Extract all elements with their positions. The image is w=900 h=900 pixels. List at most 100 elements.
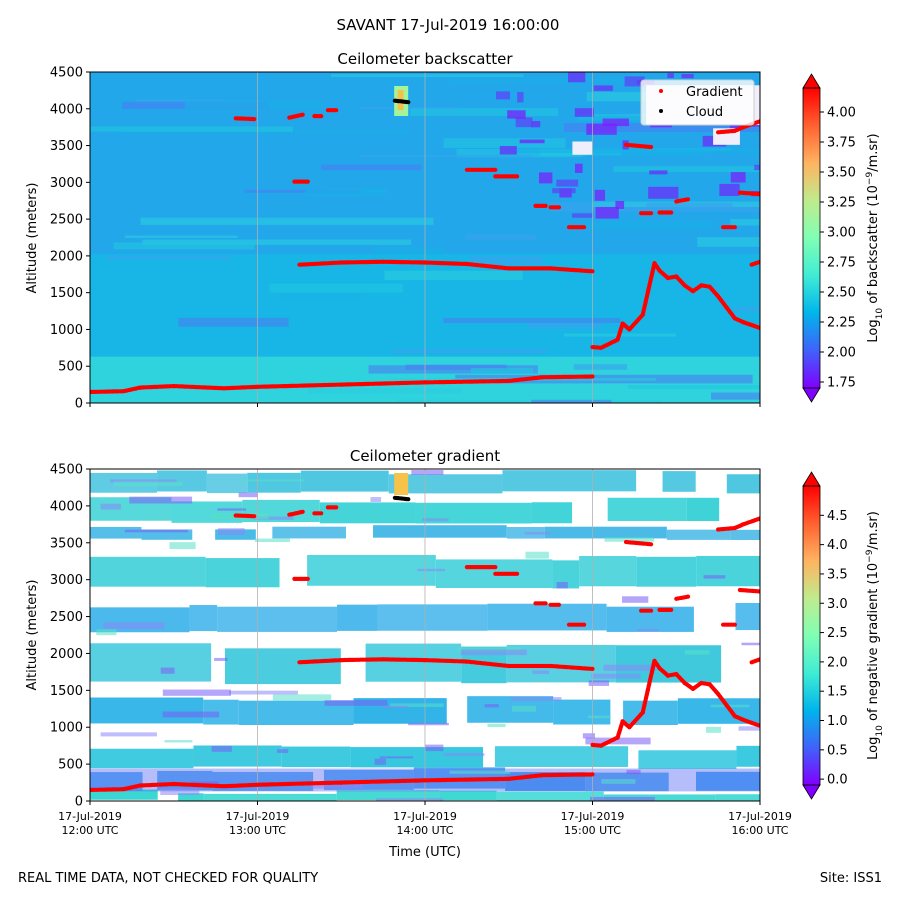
colorbar-tick-label: 4.00 [827, 106, 856, 121]
colorbar-tick-label: 2.50 [827, 286, 856, 301]
gradient-point [252, 514, 257, 519]
y-tick-label: 500 [58, 758, 83, 773]
backscatter-y-axis: 0 500 1000 1500 2000 2500 3000 3500 4000 4500 [50, 66, 90, 412]
gradient-heatmap [90, 469, 760, 801]
colorbar-tick-label: 3.0 [827, 597, 848, 612]
y-tick-label: 3500 [50, 536, 83, 551]
gradient-point [649, 542, 654, 547]
y-tick-label: 2500 [50, 610, 83, 625]
backscatter-panel-title: Ceilometer backscatter [337, 50, 513, 68]
x-tick-label: 17-Jul-2019 [728, 810, 792, 823]
y-tick-label: 4500 [50, 66, 83, 81]
y-tick-label: 500 [58, 360, 83, 375]
colorbar-scale [803, 486, 820, 785]
gradient-point [590, 772, 595, 777]
gradient-gradient-points [90, 495, 760, 793]
colorbar-tick-label: 0.5 [827, 743, 848, 758]
colorbar-tick-label: 2.75 [827, 256, 856, 271]
gradient-point [582, 225, 587, 230]
backscatter-x-axis [89, 403, 761, 407]
y-tick-label: 2000 [50, 647, 83, 662]
gradient-point [685, 197, 691, 202]
gradient-y-axis-label: Altitude (meters) [25, 580, 40, 691]
x-tick-label: 13:00 UTC [229, 824, 286, 837]
backscatter-panel: Ceilometer backscatter Gradient Cloud 0 5… [25, 50, 885, 412]
gradient-point [649, 144, 654, 150]
y-tick-label: 4000 [50, 499, 83, 514]
legend-gradient-label: Gradient [686, 85, 743, 100]
colorbar-label: Log10 of backscatter (10−9/m.sr) [865, 133, 885, 342]
y-tick-label: 3000 [50, 176, 83, 191]
y-tick-label: 0 [75, 795, 83, 810]
x-tick-label: 17-Jul-2019 [561, 810, 625, 823]
gradient-point [732, 225, 738, 230]
gradient-point [757, 119, 760, 124]
y-tick-label: 1500 [50, 286, 83, 301]
gradient-point [543, 601, 548, 606]
y-tick-label: 1000 [50, 323, 83, 338]
y-tick-label: 2500 [50, 213, 83, 228]
gradient-point [757, 657, 760, 662]
backscatter-gradient-points [90, 98, 760, 395]
gradient-panel: Ceilometer gradient 0 500 1000 1500 2000 2500… [25, 447, 885, 860]
gradient-point [515, 174, 520, 179]
x-axis-label: Time (UTC) [388, 845, 461, 860]
backscatter-heatmap [90, 72, 760, 403]
colorbar-extend-max [802, 471, 821, 487]
gradient-point [319, 114, 324, 119]
y-tick-label: 3500 [50, 139, 83, 154]
colorbar-tick-label: 2.25 [827, 316, 856, 331]
gradient-point [543, 203, 548, 208]
gradient-point [252, 117, 257, 122]
y-tick-label: 4000 [50, 102, 83, 117]
cloud-point [406, 100, 411, 105]
gradient-point [757, 516, 760, 521]
y-tick-label: 3000 [50, 573, 83, 588]
colorbar-tick-label: 1.0 [827, 714, 848, 729]
gradient-point [757, 192, 760, 197]
gradient-point [305, 179, 310, 184]
colorbar-tick-label: 3.50 [827, 166, 856, 181]
cloud-point [406, 497, 411, 502]
gradient-point [300, 112, 305, 117]
gradient-point [334, 505, 339, 510]
gradient-point [556, 602, 562, 607]
gradient-point [649, 608, 654, 613]
colorbar-tick-label: 4.5 [827, 509, 848, 524]
gradient-point [649, 211, 654, 216]
y-tick-label: 1000 [50, 721, 83, 736]
colorbar-extend-min [802, 784, 821, 800]
gradient-point [757, 723, 760, 728]
gradient-point [515, 571, 520, 576]
gradient-point [493, 565, 498, 570]
y-tick-label: 4500 [50, 463, 83, 478]
y-tick-label: 2000 [50, 249, 83, 264]
chart-legend: Gradient Cloud [640, 79, 755, 126]
gradient-point [757, 325, 760, 331]
gradient-y-axis: 0 500 1000 1500 2000 2500 3000 3500 4000 4500 [50, 463, 90, 810]
gradient-point [590, 374, 595, 379]
x-tick-label: 17-Jul-2019 [58, 810, 122, 823]
gradient-point [757, 259, 760, 264]
gradient-point [590, 666, 595, 672]
gradient-point [669, 607, 674, 613]
legend-cloud-label: Cloud [686, 105, 723, 120]
gradient-point [300, 509, 305, 514]
gradient-panel-title: Ceilometer gradient [350, 447, 500, 465]
y-tick-label: 0 [75, 397, 83, 412]
colorbar-tick-label: 2.00 [827, 346, 856, 361]
gradient-point [757, 589, 760, 594]
legend-cloud-marker [659, 109, 663, 113]
y-tick-label: 1500 [50, 684, 83, 699]
colorbar-tick-label: 2.0 [827, 655, 848, 670]
colorbar-tick-label: 4.0 [827, 538, 848, 553]
colorbar-extend-max [802, 73, 821, 89]
gradient-point [685, 594, 691, 599]
colorbar-tick-label: 0.0 [827, 773, 848, 788]
site-label: Site: ISS1 [820, 871, 882, 886]
legend-gradient-marker [659, 89, 663, 93]
figure-title: SAVANT 17-Jul-2019 16:00:00 [337, 16, 560, 34]
gradient-point [590, 269, 595, 274]
colorbar-tick-label: 3.75 [827, 136, 856, 151]
